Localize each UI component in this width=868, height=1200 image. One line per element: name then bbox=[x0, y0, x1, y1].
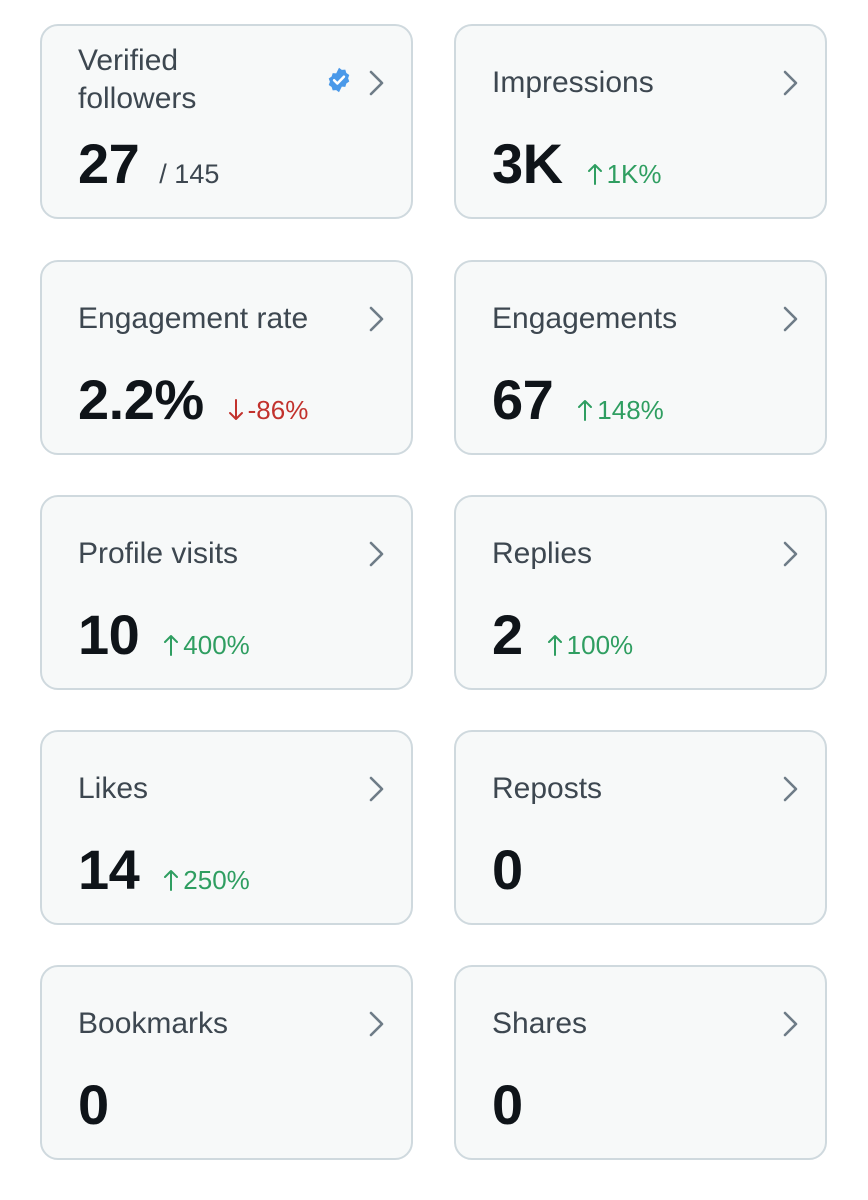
delta-value: 148% bbox=[597, 395, 664, 425]
delta-badge: 400% bbox=[163, 630, 250, 661]
value-row: 2.2% -86% bbox=[78, 370, 308, 430]
arrow-up-icon bbox=[164, 870, 179, 891]
card-title: Reposts bbox=[492, 772, 603, 805]
card-title: Engagements bbox=[492, 302, 678, 335]
arrow-down-icon bbox=[228, 399, 243, 420]
card-reposts[interactable]: Reposts 0 bbox=[454, 730, 827, 925]
arrow-up-icon bbox=[164, 635, 179, 656]
value-row: 10 400% bbox=[78, 605, 250, 665]
metric-value: 0 bbox=[492, 838, 523, 901]
arrow-up-icon bbox=[587, 164, 602, 185]
value-row: 27 / 145 bbox=[78, 134, 219, 194]
metric-value: 14 bbox=[78, 838, 140, 901]
card-title: Shares bbox=[492, 1007, 588, 1040]
value-row: 2 100% bbox=[492, 605, 633, 665]
delta-badge: 250% bbox=[163, 865, 250, 896]
card-engagement-rate[interactable]: Engagement rate 2.2% -86% bbox=[40, 260, 413, 455]
card-title: Impressions bbox=[492, 66, 654, 99]
chevron-right-icon[interactable] bbox=[363, 772, 389, 806]
chevron-right-icon[interactable] bbox=[363, 1007, 389, 1041]
metric-value: 2.2% bbox=[78, 368, 204, 431]
card-title: Bookmarks bbox=[78, 1007, 229, 1040]
delta-value: 100% bbox=[566, 630, 634, 660]
delta-value: -86% bbox=[247, 395, 309, 425]
card-title: Engagement rate bbox=[78, 302, 309, 335]
metric-value: 0 bbox=[492, 1073, 523, 1136]
value-row: 67 148% bbox=[492, 370, 664, 430]
value-row: 3K 1K% bbox=[492, 134, 662, 194]
metric-total: / 145 bbox=[159, 159, 220, 189]
card-replies[interactable]: Replies 2 100% bbox=[454, 495, 827, 690]
chevron-right-icon[interactable] bbox=[777, 537, 803, 571]
delta-value: 1K% bbox=[606, 159, 662, 189]
metric-value: 27 bbox=[78, 132, 140, 195]
card-bookmarks[interactable]: Bookmarks 0 bbox=[40, 965, 413, 1160]
card-shares[interactable]: Shares 0 bbox=[454, 965, 827, 1160]
delta-value: 250% bbox=[183, 865, 250, 895]
arrow-up-icon bbox=[578, 400, 593, 421]
metric-value: 67 bbox=[492, 368, 554, 431]
card-title: Verified followers bbox=[78, 44, 197, 115]
card-title: Profile visits bbox=[78, 537, 239, 570]
chevron-right-icon[interactable] bbox=[363, 302, 389, 336]
value-row: 0 bbox=[78, 1075, 109, 1135]
metric-value: 2 bbox=[492, 603, 523, 666]
card-verified-followers[interactable]: Verified followers 27 / 145 bbox=[40, 24, 413, 219]
value-row: 0 bbox=[492, 840, 523, 900]
chevron-right-icon[interactable] bbox=[777, 1007, 803, 1041]
verified-badge-icon bbox=[328, 67, 350, 93]
value-row: 14 250% bbox=[78, 840, 250, 900]
card-engagements[interactable]: Engagements 67 148% bbox=[454, 260, 827, 455]
card-likes[interactable]: Likes 14 250% bbox=[40, 730, 413, 925]
card-profile-visits[interactable]: Profile visits 10 400% bbox=[40, 495, 413, 690]
metric-value: 0 bbox=[78, 1073, 109, 1136]
card-impressions[interactable]: Impressions 3K 1K% bbox=[454, 24, 827, 219]
delta-badge: 1K% bbox=[587, 159, 662, 190]
chevron-right-icon[interactable] bbox=[777, 772, 803, 806]
delta-badge: -86% bbox=[228, 395, 309, 426]
metric-value: 3K bbox=[492, 132, 563, 195]
delta-value: 400% bbox=[183, 630, 250, 660]
chevron-right-icon[interactable] bbox=[777, 66, 803, 100]
chevron-right-icon[interactable] bbox=[363, 66, 389, 100]
arrow-up-icon bbox=[547, 635, 562, 656]
chevron-right-icon[interactable] bbox=[363, 537, 389, 571]
card-title: Replies bbox=[492, 537, 593, 570]
value-row: 0 bbox=[492, 1075, 523, 1135]
card-title: Likes bbox=[78, 772, 149, 805]
metric-value: 10 bbox=[78, 603, 140, 666]
delta-badge: 148% bbox=[577, 395, 664, 426]
delta-badge: 100% bbox=[547, 630, 634, 661]
chevron-right-icon[interactable] bbox=[777, 302, 803, 336]
